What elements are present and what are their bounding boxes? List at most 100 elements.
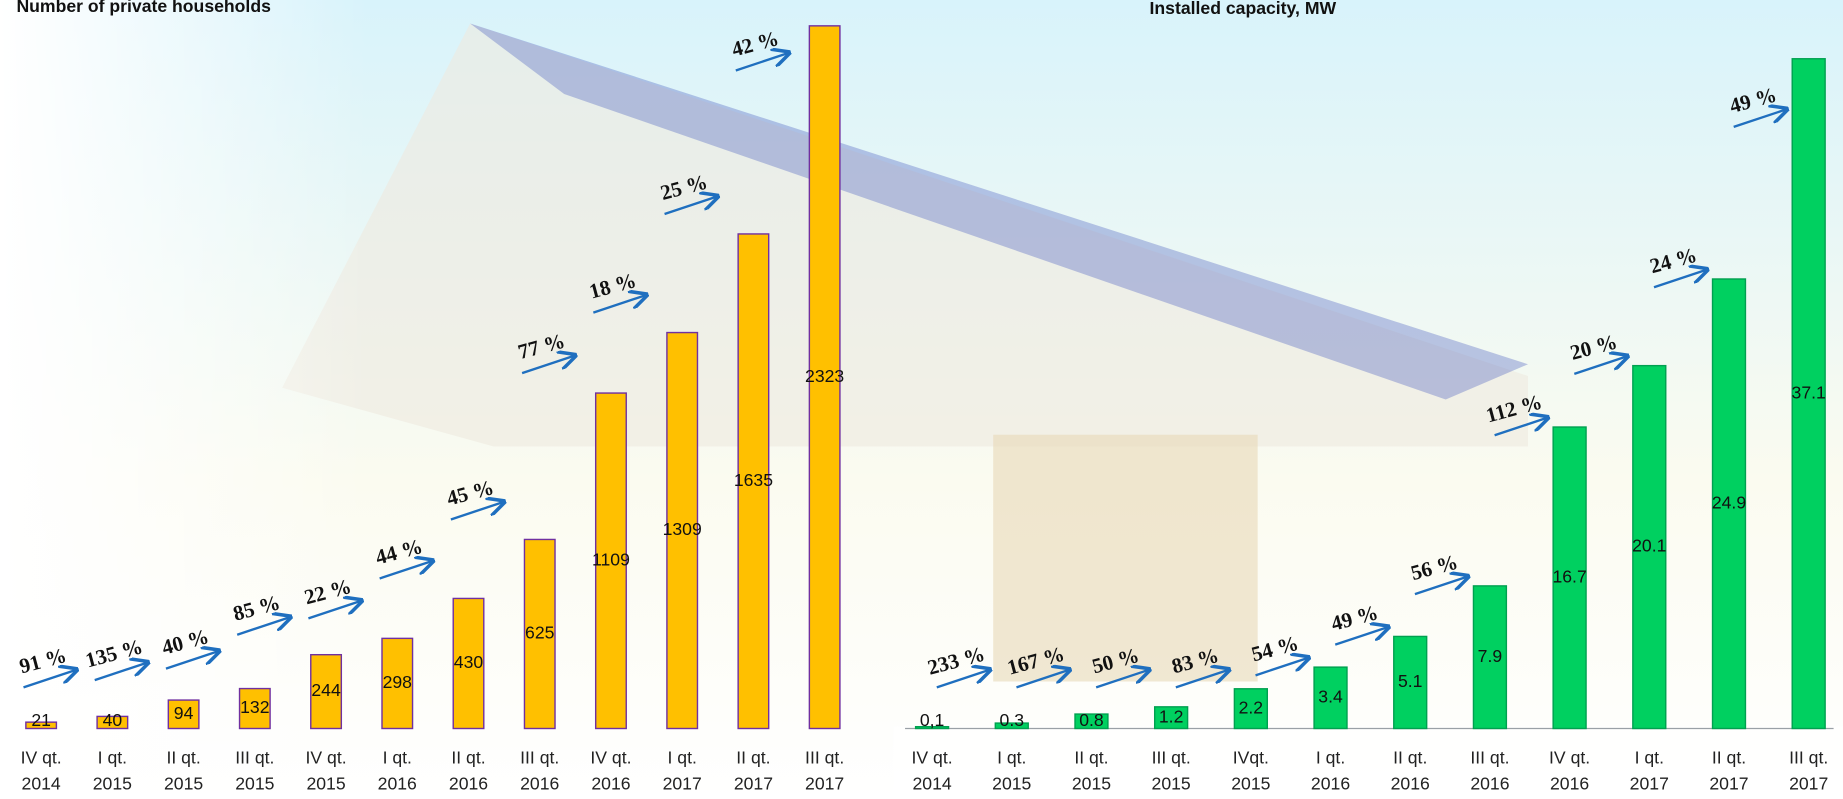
bar [238,687,271,730]
value-label: 0,1 [920,710,944,730]
bar [381,637,414,730]
ground [893,726,1843,799]
bar [737,233,770,730]
growth-arrow [936,670,990,689]
growth-arrow [1414,576,1468,596]
x-tick-label: III qt. 2017 [1789,748,1828,794]
value-label: 5.1 [1398,671,1422,691]
growth-arrow [94,662,148,682]
bar [96,715,129,730]
bar [310,653,343,730]
growth-arrow [450,502,504,521]
bar [1711,278,1747,730]
value-label: 244 [311,680,341,700]
growth-arrow [735,53,789,72]
x-tick-label: II qt. 2016 [449,748,488,794]
growth-arrow [1334,627,1388,646]
value-label: 1635 [734,470,773,490]
value-label: 21 [31,710,51,730]
value-label: 1309 [663,519,702,539]
value-label: 1.2 [1159,706,1183,726]
x-tick-label: IVqt. 2015 [1231,748,1270,794]
x-tick-label: I qt. 2015 [992,748,1031,794]
bar [1552,426,1587,730]
value-label: 3.4 [1318,686,1343,706]
value-label: 94 [174,703,194,723]
value-label: 2323 [805,366,844,386]
value-label: 298 [383,672,413,692]
value-label: 0.3 [1000,710,1025,730]
bar [914,725,950,730]
x-tick-label: I qt. 2017 [1630,748,1669,794]
growth-arrow [521,355,575,375]
x-tick-label: I qt. 2015 [93,748,132,794]
growth-arrow [592,295,646,314]
bar [1393,635,1428,730]
growth-arrow [1494,418,1548,437]
x-tick-label: IV qt. 2016 [590,748,631,794]
growth-arrow [1095,670,1149,689]
value-label: 625 [525,623,555,643]
x-tick-label: II qt. 2017 [734,748,773,794]
x-tick-label: II qt. 2015 [164,748,203,794]
bar [1313,666,1348,730]
chart-title: Number of private households [16,0,271,16]
bar [1233,688,1269,730]
bar [167,699,200,730]
x-tick-label: III qt. 2016 [520,748,559,794]
value-label: 0.8 [1079,710,1104,730]
growth-arrow [236,617,290,636]
chart-title: Installed capacity, MW [1150,0,1337,18]
x-tick-label: I qt. 2016 [378,748,417,794]
bar [666,331,699,730]
growth-arrow [1573,356,1627,375]
x-tick-label: I qt. 2017 [663,748,702,794]
bar [25,721,58,730]
value-label: 24.9 [1712,492,1746,512]
bar [1472,585,1508,730]
x-tick-label: II qt. 2015 [1072,748,1111,794]
x-tick-label: III qt. 2015 [1152,748,1191,794]
bar [1791,58,1826,730]
value-label: 132 [240,697,269,717]
value-label: 7.9 [1478,646,1502,666]
growth-arrow [1733,109,1787,129]
x-tick-label: IV qt. 2014 [912,748,953,794]
growth-arrow [165,651,219,670]
bar [523,538,556,730]
x-tick-label: II qt. 2017 [1709,748,1748,794]
bar [1153,706,1189,730]
growth-arrow [1016,670,1069,689]
bar [594,392,627,730]
growth-arrow [23,670,77,689]
growth-arrow [1255,658,1309,677]
value-label: 40 [103,710,123,730]
value-label: 1109 [592,549,630,569]
x-tick-label: III qt. 2015 [235,748,274,794]
x-tick-label: I qt. 2016 [1311,748,1350,794]
x-tick-label: IV qt. 2016 [1549,748,1590,794]
bar [1632,364,1667,730]
x-tick-label: IV qt. 2014 [21,748,62,794]
value-label: 16.7 [1552,566,1586,586]
growth-arrow [379,561,433,580]
value-label: 430 [454,652,484,672]
value-label: 20.1 [1632,536,1666,556]
growth-arrow [308,601,361,620]
x-tick-label: IV qt. 2015 [305,748,346,794]
x-tick-label: II qt. 2016 [1391,748,1430,794]
x-tick-label: III qt. 2017 [805,748,844,794]
x-tick-label: III qt. 2016 [1470,748,1509,794]
growth-arrow [664,196,718,216]
bar [994,722,1029,730]
bar [1074,713,1109,730]
growth-arrow [1175,670,1229,689]
growth-arrow [1653,270,1707,289]
value-label: 37.1 [1792,382,1826,402]
value-label: 2.2 [1239,697,1263,717]
bar [808,25,841,730]
bar [452,597,485,730]
